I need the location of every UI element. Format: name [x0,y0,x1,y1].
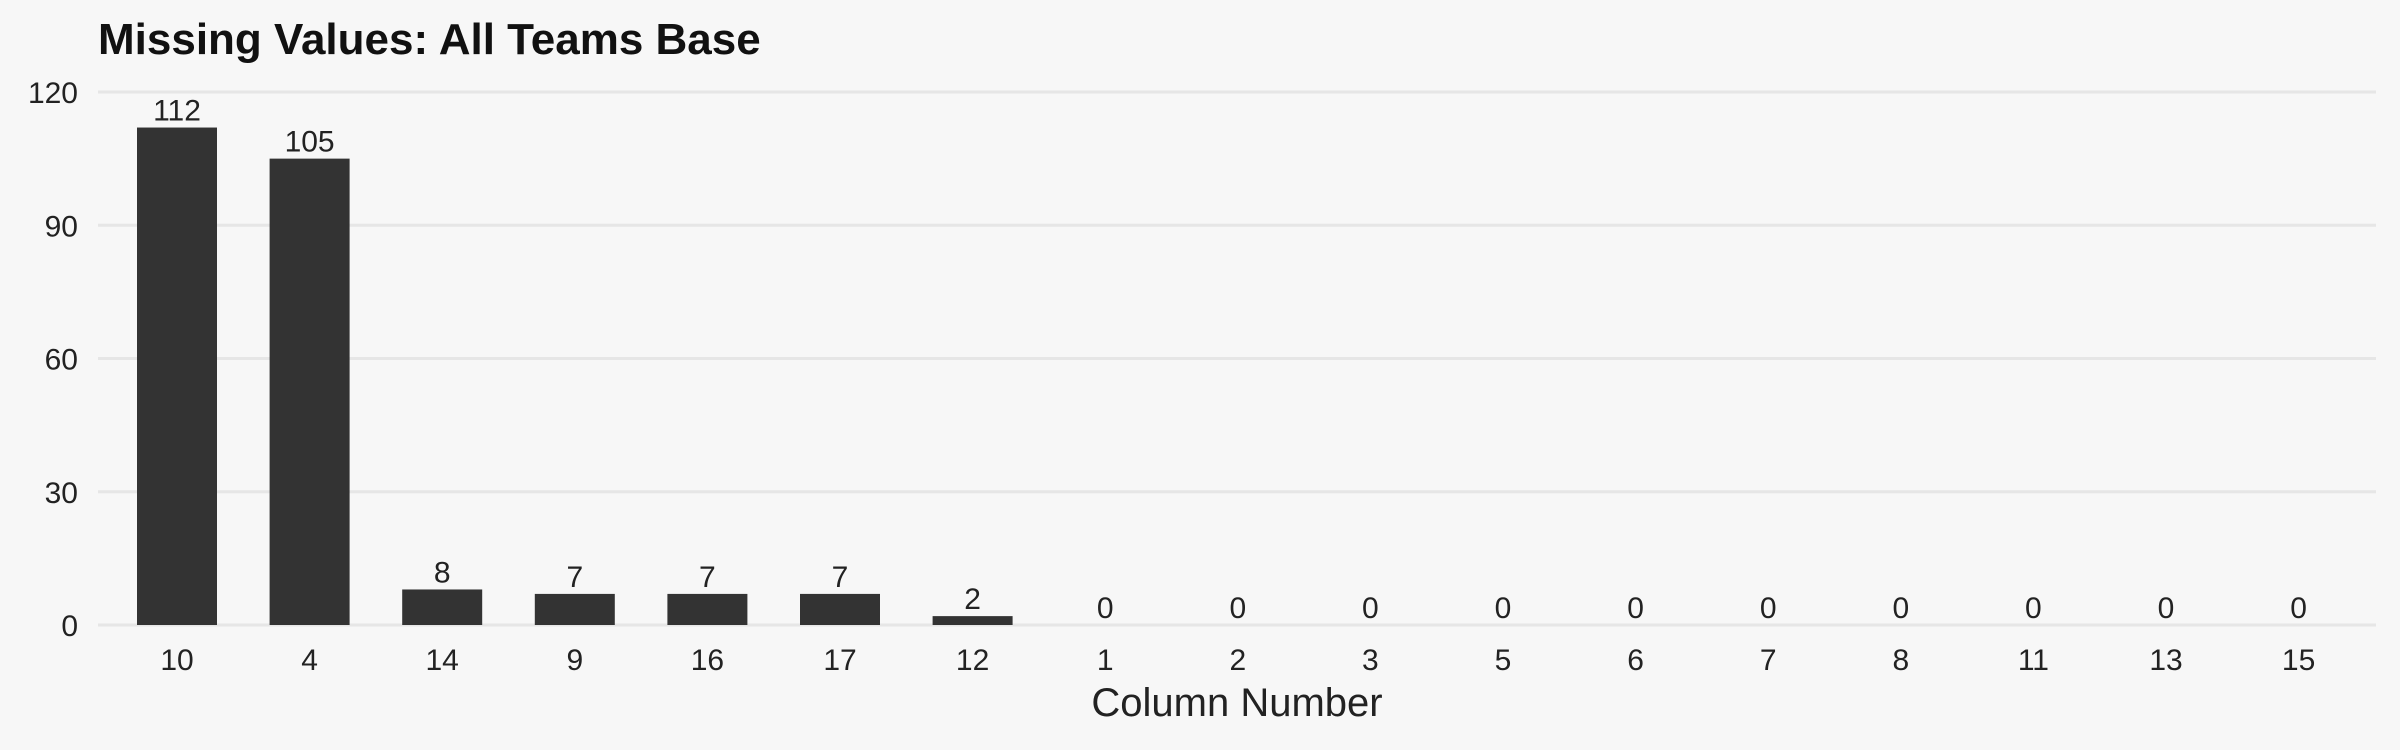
data-label-column-16: 7 [699,561,716,594]
x-tick-label: 5 [1495,644,1512,677]
bars [137,127,1013,626]
y-tick-label: 120 [28,77,78,110]
data-label-column-9: 7 [566,561,583,594]
data-label-column-17: 7 [832,561,849,594]
y-tick-label: 60 [45,344,78,377]
data-label-column-6: 0 [1627,592,1644,625]
bar-column-9 [534,593,615,625]
x-axis-tick-labels: 10 4 14 9 16 17 12 1 2 3 5 6 7 8 11 13 15 [160,644,2315,677]
data-label-column-8: 0 [1892,592,1909,625]
data-label-column-15: 0 [2290,592,2307,625]
y-tick-label: 0 [61,610,78,643]
x-tick-label: 13 [2149,644,2182,677]
x-tick-label: 10 [160,644,193,677]
gridlines [98,90,2376,627]
bar-column-4 [269,158,350,625]
x-tick-label: 12 [956,644,989,677]
x-tick-label: 15 [2282,644,2315,677]
data-label-column-4: 105 [285,126,335,159]
x-tick-label: 2 [1229,644,1246,677]
x-tick-label: 14 [426,644,459,677]
data-label-column-3: 0 [1362,592,1379,625]
y-axis-tick-labels: 0 30 60 90 120 [28,77,78,643]
bar-column-12 [932,616,1013,625]
data-label-column-2: 0 [1229,592,1246,625]
x-tick-label: 3 [1362,644,1379,677]
data-label-column-10: 112 [153,95,201,128]
data-label-column-1: 0 [1097,592,1114,625]
x-tick-label: 6 [1627,644,1644,677]
x-tick-label: 17 [823,644,856,677]
x-tick-label: 7 [1760,644,1777,677]
data-label-column-11: 0 [2025,592,2042,625]
x-tick-label: 9 [566,644,583,677]
chart-title: Missing Values: All Teams Base [98,15,761,64]
bar-column-16 [667,593,748,625]
data-label-column-14: 8 [434,556,451,589]
data-label-column-13: 0 [2158,592,2175,625]
x-tick-label: 1 [1097,644,1114,677]
y-tick-label: 90 [45,210,78,243]
bar-column-14 [402,589,483,625]
data-label-column-5: 0 [1495,592,1512,625]
x-tick-label: 4 [301,644,318,677]
bar-column-17 [800,593,880,625]
data-label-column-12: 2 [964,583,981,616]
x-tick-label: 16 [691,644,724,677]
data-label-column-7: 0 [1760,592,1777,625]
bar-column-10 [137,127,217,626]
data-labels: 112 105 8 7 7 7 2 0 0 0 0 0 0 0 0 0 0 [153,95,2307,625]
x-tick-label: 11 [2018,644,2049,677]
x-tick-label: 8 [1892,644,1909,677]
x-axis-title: Column Number [1091,681,1382,725]
y-tick-label: 30 [45,477,78,510]
